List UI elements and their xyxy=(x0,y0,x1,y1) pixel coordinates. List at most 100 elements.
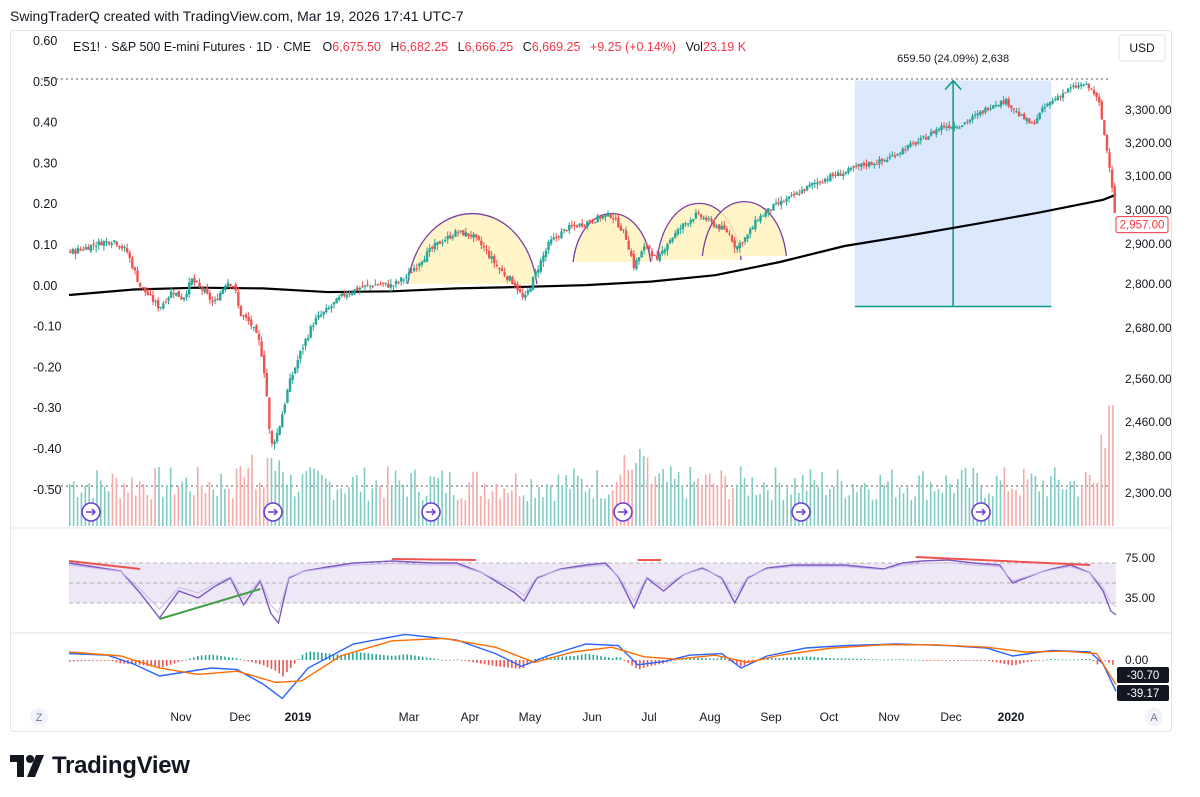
volume-bar xyxy=(611,490,614,526)
bearish-divergence-line xyxy=(392,558,477,561)
candle-body xyxy=(702,217,705,219)
candle-body xyxy=(707,218,711,220)
macd-histogram-bar xyxy=(708,658,711,660)
candle-body xyxy=(787,196,791,199)
candle-body xyxy=(177,290,181,297)
right-axis-tick: 2,300.00 xyxy=(1125,486,1171,500)
candle-body xyxy=(1100,101,1103,120)
macd-histogram-bar xyxy=(534,658,536,660)
volume-bar xyxy=(573,468,575,526)
volume-bar xyxy=(712,483,715,526)
volume-bar xyxy=(953,492,955,526)
time-axis-tick: Dec xyxy=(229,710,250,724)
macd-histogram-bar xyxy=(437,659,439,660)
dividend-event-icon[interactable] xyxy=(421,502,441,522)
volume-bar xyxy=(414,469,416,526)
auto-scale-button[interactable]: A xyxy=(1145,708,1163,726)
candle-body xyxy=(405,276,408,279)
volume-bar xyxy=(511,490,513,526)
macd-histogram-bar xyxy=(1061,659,1064,661)
volume-bar xyxy=(115,477,118,526)
macd-histogram-bar xyxy=(825,657,827,660)
volume-bar xyxy=(549,486,552,526)
volume-bar xyxy=(786,487,788,526)
candle-body xyxy=(255,325,258,333)
macd-histogram-bar xyxy=(553,656,556,660)
volume-bar xyxy=(968,487,971,526)
candle-body xyxy=(531,277,535,290)
volume-bar xyxy=(863,483,866,526)
macd-histogram-bar xyxy=(957,660,959,661)
macd-histogram-bar xyxy=(910,659,913,661)
macd-histogram-bar xyxy=(1038,660,1041,661)
volume-bar xyxy=(227,488,230,526)
dividend-event-icon[interactable] xyxy=(613,502,633,522)
volume-bar xyxy=(755,495,757,526)
candle-body xyxy=(743,237,747,242)
candle-body xyxy=(387,283,390,288)
zoom-button[interactable]: Z xyxy=(30,708,48,726)
candle-body xyxy=(854,165,858,167)
candle-body xyxy=(971,116,974,120)
candle-body xyxy=(565,230,568,232)
macd-histogram-bar xyxy=(747,660,750,663)
candle-body xyxy=(1028,118,1031,124)
candle-body xyxy=(294,367,297,374)
volume-bar xyxy=(286,484,288,526)
chart-canvas[interactable]: 0.60 0.50 0.40 0.30 0.20 0.10 0.00 -0.10 -0.20 -0… xyxy=(11,31,1172,731)
candle-body xyxy=(720,226,723,230)
dividend-event-icon[interactable] xyxy=(81,502,101,522)
dividend-event-icon[interactable] xyxy=(971,502,991,522)
candle-body xyxy=(619,226,623,231)
macd-histogram-bar xyxy=(301,654,304,660)
macd-histogram-bar xyxy=(611,658,614,660)
candle-body xyxy=(76,247,80,254)
volume-bar xyxy=(852,484,854,526)
candle-body xyxy=(865,163,868,166)
macd-histogram-bar xyxy=(487,660,490,665)
chart-credit-header: SwingTraderQ created with TradingView.co… xyxy=(10,8,464,24)
candle-body xyxy=(291,375,294,381)
macd-histogram-bar xyxy=(1077,659,1079,661)
dividend-event-icon[interactable] xyxy=(791,502,811,522)
event-markers[interactable] xyxy=(81,502,991,522)
volume-bar xyxy=(363,467,366,526)
volume-bar xyxy=(608,494,610,526)
candle-body xyxy=(960,125,964,127)
dividend-event-icon[interactable] xyxy=(263,502,283,522)
volume-bar xyxy=(759,493,761,526)
candle-body xyxy=(379,284,382,286)
candle-body xyxy=(1087,83,1091,89)
macd-histogram-bar xyxy=(193,657,195,660)
candle-body xyxy=(694,212,698,219)
macd-value-tag xyxy=(1117,685,1169,701)
volume-bar xyxy=(1042,480,1044,526)
chart-frame[interactable]: 0.60 0.50 0.40 0.30 0.20 0.10 0.00 -0.10 -0.20 -0… xyxy=(10,30,1172,732)
volume-bar xyxy=(720,470,723,526)
volume-bar xyxy=(945,475,947,526)
candle-body xyxy=(976,113,979,116)
candle-body xyxy=(231,286,235,288)
macd-histogram-bar xyxy=(499,660,502,667)
candle-body xyxy=(870,162,873,165)
macd-histogram-bar xyxy=(879,659,882,661)
volume-bar xyxy=(832,486,835,526)
candle-body xyxy=(552,237,555,240)
candle-body xyxy=(555,236,558,238)
macd-histogram-bar xyxy=(619,657,622,660)
candle-body xyxy=(984,107,987,113)
candle-body xyxy=(162,303,165,309)
right-axis-tick: 3,100.00 xyxy=(1125,169,1171,183)
currency-button[interactable]: USD xyxy=(1118,34,1166,62)
auto-scale-label: A xyxy=(1150,712,1158,724)
macd-histogram-bar xyxy=(88,660,90,661)
volume-bar xyxy=(1015,489,1017,526)
volume-bar xyxy=(596,470,598,526)
volume-bar xyxy=(1084,472,1087,526)
volume-bar xyxy=(1050,476,1052,526)
candle-body xyxy=(131,258,134,269)
volume-bar xyxy=(309,467,312,526)
candle-body xyxy=(979,111,982,115)
candle-body xyxy=(808,184,811,187)
macd-histogram-bar xyxy=(103,660,106,661)
